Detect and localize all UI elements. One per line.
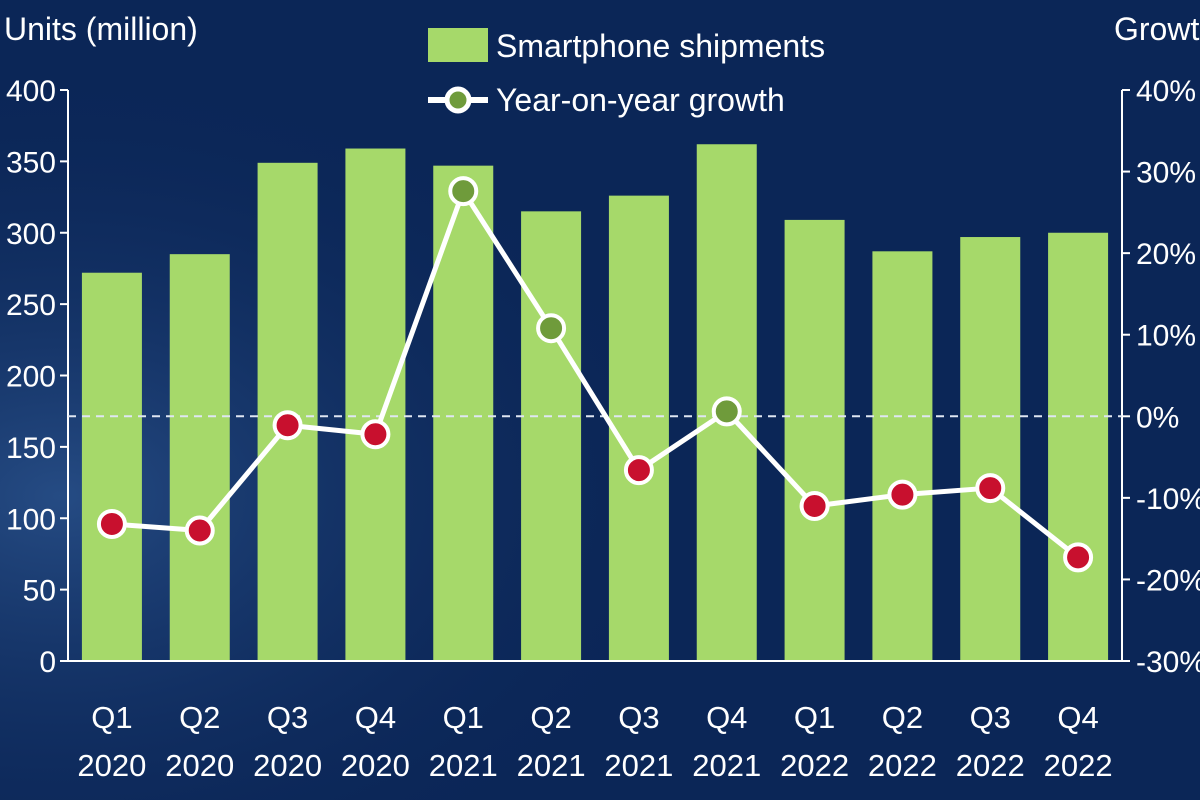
bar — [608, 195, 669, 661]
right-axis-tick-label: -30% — [1136, 646, 1200, 679]
category-label: Q3 — [618, 700, 659, 735]
left-axis-tick-label: 50 — [23, 575, 56, 608]
category-label: Q1 — [794, 700, 835, 735]
category-label: 2020 — [77, 748, 146, 783]
right-axis: -30% -20% -10% 0% 10% 20% 30% 40% — [1121, 75, 1200, 679]
legend-line-marker — [444, 86, 472, 114]
bar — [433, 165, 494, 661]
bar — [521, 211, 582, 661]
category-label: 2021 — [517, 748, 586, 783]
bar — [169, 254, 230, 661]
bar-series — [81, 144, 1109, 662]
growth-line-series — [96, 176, 1094, 573]
category-axis: Q1 2020 Q2 2020 Q3 2020 Q4 2020 Q1 2021 Q2 2021 Q3 20… — [77, 700, 1112, 783]
left-axis-tick-label: 150 — [6, 432, 56, 465]
category-label: 2022 — [956, 748, 1025, 783]
growth-point — [887, 479, 918, 510]
growth-point — [272, 410, 303, 441]
category-label: 2022 — [780, 748, 849, 783]
category-label: 2021 — [429, 748, 498, 783]
category-label: 2022 — [868, 748, 937, 783]
category-label: 2021 — [692, 748, 761, 783]
right-axis-label: Growth — [1114, 11, 1200, 47]
category-label: 2020 — [341, 748, 410, 783]
right-axis-tick-label: 20% — [1136, 238, 1196, 271]
legend-line-label: Year-on-year growth — [496, 82, 785, 118]
growth-point — [975, 473, 1006, 504]
category-label: Q2 — [882, 700, 923, 735]
growth-point — [711, 396, 742, 427]
category-label: 2022 — [1044, 748, 1113, 783]
left-axis-tick-label: 100 — [6, 503, 56, 536]
right-axis-tick-label: 30% — [1136, 157, 1196, 190]
bar — [784, 219, 845, 661]
category-label: Q3 — [970, 700, 1011, 735]
left-axis-tick-label: 300 — [6, 218, 56, 251]
right-axis-tick-label: 10% — [1136, 320, 1196, 353]
left-axis-tick-label: 200 — [6, 361, 56, 394]
bar — [1048, 232, 1109, 661]
category-label: Q2 — [530, 700, 571, 735]
category-label: Q2 — [179, 700, 220, 735]
growth-point — [799, 491, 830, 522]
growth-point — [96, 508, 127, 539]
category-label: Q1 — [91, 700, 132, 735]
bar — [345, 148, 406, 662]
category-label: Q4 — [706, 700, 747, 735]
right-axis-tick-label: 40% — [1136, 75, 1196, 108]
category-label: Q4 — [1057, 700, 1098, 735]
left-axis-tick-label: 0 — [39, 646, 56, 679]
category-label: 2021 — [604, 748, 673, 783]
left-axis: 0 50 100 150 200 250 300 350 400 — [6, 75, 1122, 679]
category-label: 2020 — [165, 748, 234, 783]
growth-point — [536, 313, 567, 344]
category-label: Q1 — [443, 700, 484, 735]
growth-point — [448, 176, 479, 207]
left-axis-tick-label: 350 — [6, 146, 56, 179]
right-axis-tick-label: -20% — [1136, 564, 1200, 597]
category-label: Q4 — [355, 700, 396, 735]
legend: Smartphone shipments Year-on-year growth — [428, 28, 825, 118]
growth-point — [623, 455, 654, 486]
category-label: 2020 — [253, 748, 322, 783]
growth-point — [1063, 542, 1094, 573]
legend-bar-label: Smartphone shipments — [496, 28, 825, 64]
category-label: Q3 — [267, 700, 308, 735]
right-axis-tick-label: -10% — [1136, 483, 1200, 516]
left-axis-label: Units (million) — [4, 11, 198, 47]
growth-point — [360, 419, 391, 450]
right-axis-tick-label: 0% — [1136, 401, 1179, 434]
bar — [81, 272, 142, 661]
left-axis-tick-label: 400 — [6, 75, 56, 108]
legend-bar-swatch — [428, 28, 488, 62]
bar — [872, 251, 933, 661]
growth-point — [184, 515, 215, 546]
bar — [960, 237, 1021, 661]
left-axis-tick-label: 250 — [6, 289, 56, 322]
